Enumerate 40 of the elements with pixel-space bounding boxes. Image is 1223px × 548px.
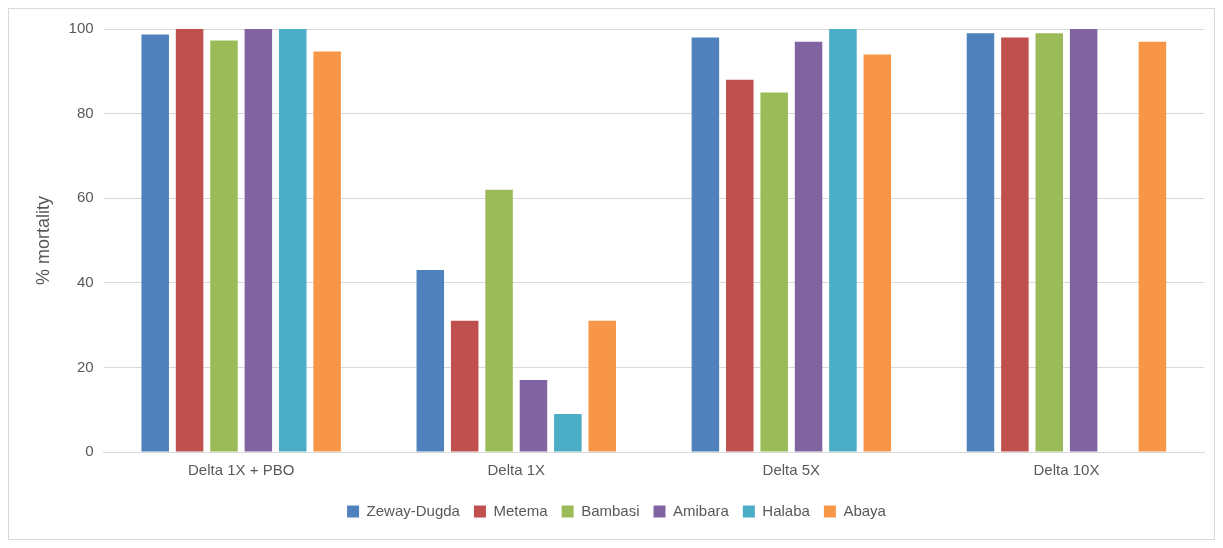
bar [691,37,720,452]
bar [966,33,995,452]
y-tick-label: 40 [76,272,94,290]
legend-label: Amibara [673,501,730,519]
bar [794,41,823,452]
bar [554,413,582,452]
legend-label: Abaya [843,501,887,519]
bar [1035,33,1064,452]
bar [829,29,857,452]
y-tick-label: 60 [76,188,94,206]
y-tick-label: 100 [68,19,94,37]
bar [1069,29,1098,452]
bar [760,92,788,452]
bar [863,54,892,452]
bar [141,34,169,452]
y-tick-label: 0 [85,442,94,460]
legend-label: Metema [493,501,549,519]
x-tick-label: Delta 1X + PBO [188,461,295,479]
legend-label: Zeway-Dugda [366,501,461,519]
y-axis-title: % mortality [32,195,53,286]
bar [210,40,238,452]
bar [416,270,445,452]
y-tick-label: 80 [76,103,94,121]
bar [485,189,513,452]
y-tick-label: 20 [76,357,94,375]
bar [519,380,548,452]
bar [244,29,273,452]
bar [313,51,341,452]
bar [588,320,616,452]
bar [279,29,307,452]
x-tick-label: Delta 10X [1033,461,1100,479]
x-tick-label: Delta 5X [762,461,821,479]
bar [1138,41,1167,452]
x-tick-label: Delta 1X [487,461,546,479]
legend-label: Halaba [762,501,811,519]
bar [450,320,479,452]
legend-label: Bambasi [581,501,640,519]
bar [175,29,204,452]
bar [1001,37,1029,452]
bar [726,79,754,452]
